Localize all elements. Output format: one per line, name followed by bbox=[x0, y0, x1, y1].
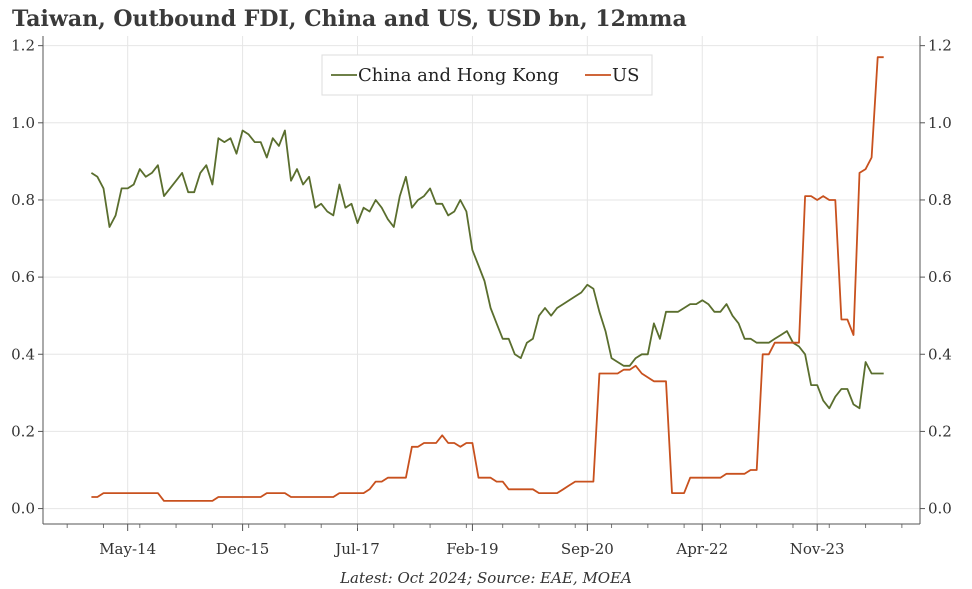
x-tick-label: May-14 bbox=[99, 540, 156, 558]
y-tick-label-left: 0.0 bbox=[11, 500, 35, 518]
series-lines bbox=[90, 56, 884, 502]
y-tick-label-left: 0.6 bbox=[11, 268, 35, 286]
y-tick-label-left: 0.8 bbox=[11, 191, 35, 209]
series-line-china-and-hong-kong bbox=[90, 129, 884, 410]
y-tick-label-left: 0.4 bbox=[11, 345, 35, 363]
x-tick-label: Nov-23 bbox=[790, 540, 845, 558]
x-tick-label: Dec-15 bbox=[216, 540, 269, 558]
source-note: Latest: Oct 2024; Source: EAE, MOEA bbox=[339, 569, 632, 587]
y-tick-label-left: 1.0 bbox=[11, 114, 35, 132]
y-tick-label-left: 0.2 bbox=[11, 422, 35, 440]
x-tick-label: Jul-17 bbox=[333, 540, 380, 558]
y-tick-label-right: 0.0 bbox=[928, 500, 952, 518]
x-tick-label: Sep-20 bbox=[561, 540, 614, 558]
y-tick-label-right: 0.2 bbox=[928, 422, 952, 440]
legend-box bbox=[321, 54, 653, 96]
series-line-us bbox=[91, 56, 884, 502]
y-tick-label-right: 1.2 bbox=[928, 37, 952, 55]
y-tick-label-left: 1.2 bbox=[11, 37, 35, 55]
legend-label-china: China and Hong Kong bbox=[358, 65, 559, 86]
axes: 0.0 0.0 0.2 0.2 0.4 0.4 0.6 0.6 0.8 0.8 1.0 1.0 1.2 1… bbox=[11, 36, 952, 558]
legend: China and Hong Kong US bbox=[321, 54, 653, 96]
grid-lines bbox=[43, 36, 920, 524]
x-tick-label: Apr-22 bbox=[675, 540, 728, 558]
chart-title: Taiwan, Outbound FDI, China and US, USD … bbox=[12, 6, 687, 32]
y-tick-label-right: 0.8 bbox=[928, 191, 952, 209]
y-tick-label-right: 0.6 bbox=[928, 268, 952, 286]
legend-label-us: US bbox=[612, 65, 640, 86]
y-tick-label-right: 1.0 bbox=[928, 114, 952, 132]
x-tick-label: Feb-19 bbox=[446, 540, 498, 558]
y-tick-label-right: 0.4 bbox=[928, 345, 952, 363]
